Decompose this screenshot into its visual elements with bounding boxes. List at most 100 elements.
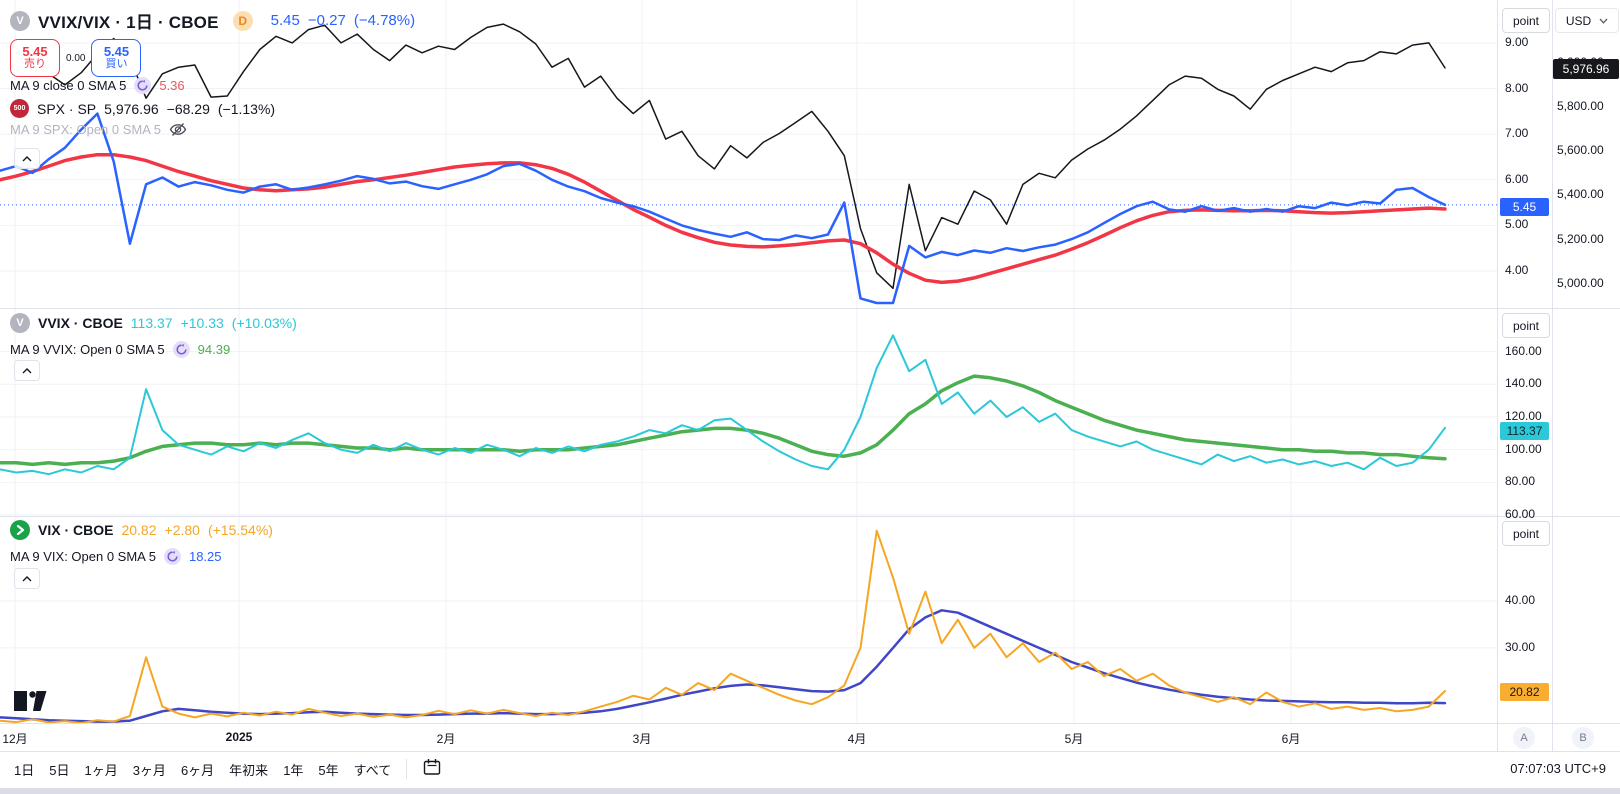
usd-axis-tick: 5,000.00 bbox=[1557, 275, 1604, 290]
point-axis-tick: 140.00 bbox=[1505, 376, 1542, 391]
collapse-pane-button[interactable] bbox=[14, 568, 40, 589]
vix-logo-icon bbox=[10, 520, 30, 540]
range-button-3ヶ月[interactable]: 3ヶ月 bbox=[132, 762, 166, 778]
vvix-price: 113.37 bbox=[130, 315, 173, 331]
point-axis-tick: 30.00 bbox=[1505, 639, 1536, 654]
point-axis-tick: 100.00 bbox=[1505, 441, 1542, 456]
toolbar-separator bbox=[0, 751, 1620, 752]
point-axis-tick: 5.00 bbox=[1505, 217, 1529, 232]
series-vix bbox=[0, 529, 1446, 723]
spx-ma-legend: MA 9 SPX: Open 0 SMA 5 bbox=[10, 122, 187, 137]
spx-price: 5,976.96 bbox=[104, 100, 159, 117]
currency-select[interactable]: USD bbox=[1555, 8, 1619, 33]
pane-separator[interactable] bbox=[0, 308, 1620, 309]
range-button-年初来[interactable]: 年初来 bbox=[229, 762, 269, 778]
ratio-price-axis-badge: 5.45 bbox=[1500, 198, 1549, 216]
spx-change-pct: (−1.13%) bbox=[217, 100, 276, 117]
toolbar-divider bbox=[406, 759, 408, 779]
range-button-5日[interactable]: 5日 bbox=[49, 762, 70, 778]
vix-change: +2.80 bbox=[164, 522, 200, 538]
price-change-pct: (−4.78%) bbox=[353, 12, 416, 29]
main-legend: V VVIX/VIX · 1日 · CBOE D 5.45 −0.27 (−4.… bbox=[10, 8, 415, 33]
unit-button-point[interactable]: point bbox=[1502, 8, 1550, 33]
tradingview-logo-icon[interactable] bbox=[14, 691, 48, 716]
spx-legend: 500 SPX · SP 5,976.96 −68.29 (−1.13%) bbox=[10, 99, 275, 118]
buy-price: 5.45 bbox=[103, 44, 130, 60]
spx-price-axis-badge: 5,976.96 bbox=[1553, 59, 1619, 79]
point-axis-tick: 6.00 bbox=[1505, 171, 1529, 186]
vvix-change-pct: (+10.03%) bbox=[231, 315, 297, 331]
vvix-legend: V VVIX · CBOE 113.37 +10.33 (+10.03%) MA… bbox=[10, 313, 297, 358]
symbol-title[interactable]: VVIX/VIX · 1日 · CBOE bbox=[38, 13, 219, 32]
scale-b-button[interactable]: B bbox=[1572, 727, 1594, 749]
range-toolbar: 1日 5日 1ヶ月 3ヶ月 6ヶ月 年初来 1年 5年 すべて bbox=[14, 751, 442, 787]
go-to-date-icon[interactable] bbox=[422, 757, 442, 782]
vvix-price-axis-badge: 113.37 bbox=[1500, 422, 1549, 440]
point-axis-tick: 80.00 bbox=[1505, 474, 1536, 489]
vvix-ma-label: MA 9 VVIX: Open 0 SMA 5 bbox=[10, 342, 165, 357]
point-axis-tick: 160.00 bbox=[1505, 343, 1542, 358]
series-vvix-vix bbox=[0, 112, 1447, 305]
unit-button-point[interactable]: point bbox=[1502, 313, 1550, 338]
range-button-すべて[interactable]: すべて bbox=[353, 762, 392, 778]
series-ma-9-vvix-sma-5 bbox=[0, 374, 1447, 467]
chart-pane-vix[interactable] bbox=[0, 516, 1497, 723]
range-button-6ヶ月[interactable]: 6ヶ月 bbox=[180, 762, 215, 778]
time-axis-label[interactable]: 2025 bbox=[225, 730, 253, 744]
interval-badge[interactable]: D bbox=[232, 10, 253, 31]
vix-title[interactable]: VIX · CBOE bbox=[38, 522, 114, 538]
chart-pane-vvix[interactable] bbox=[0, 308, 1497, 516]
range-button-1日[interactable]: 1日 bbox=[14, 762, 35, 778]
last-price: 5.45 bbox=[270, 12, 300, 29]
chevron-down-icon bbox=[1599, 18, 1608, 24]
range-button-1ヶ月[interactable]: 1ヶ月 bbox=[84, 762, 118, 778]
series-spx bbox=[47, 23, 1446, 290]
point-axis-tick: 120.00 bbox=[1505, 408, 1542, 423]
clock[interactable]: 07:07:03 UTC+9 bbox=[1510, 761, 1606, 776]
eye-off-icon[interactable] bbox=[169, 122, 187, 137]
time-axis-label[interactable]: 6月 bbox=[1281, 732, 1301, 746]
point-axis-tick: 9.00 bbox=[1505, 34, 1529, 49]
sell-button[interactable]: 5.45 売り bbox=[10, 39, 60, 77]
trade-buttons: 5.45 売り 0.00 5.45 買い bbox=[10, 39, 142, 77]
time-axis-label[interactable]: 12月 bbox=[2, 732, 28, 746]
vix-price-axis-badge: 20.82 bbox=[1500, 683, 1549, 701]
time-axis-separator bbox=[0, 723, 1620, 724]
point-axis-tick: 60.00 bbox=[1505, 507, 1536, 522]
time-axis-label[interactable]: 3月 bbox=[632, 732, 652, 746]
series-ma-9-vix-sma-5 bbox=[0, 609, 1447, 723]
time-axis-label[interactable]: 5月 bbox=[1064, 732, 1084, 746]
range-button-5年[interactable]: 5年 bbox=[318, 762, 339, 778]
time-axis-label[interactable]: 4月 bbox=[847, 732, 867, 746]
usd-axis-tick: 5,800.00 bbox=[1557, 99, 1604, 113]
currency-label: USD bbox=[1565, 13, 1592, 28]
vvix-change: +10.33 bbox=[180, 315, 224, 331]
point-axis-tick: 7.00 bbox=[1505, 126, 1529, 141]
loop-icon[interactable] bbox=[134, 77, 152, 94]
scale-a-button[interactable]: A bbox=[1513, 727, 1535, 749]
loop-icon[interactable] bbox=[163, 548, 181, 565]
point-axis-tick: 4.00 bbox=[1505, 263, 1529, 278]
vvix-logo-icon: V bbox=[10, 313, 30, 333]
usd-axis-tick: 5,400.00 bbox=[1557, 187, 1604, 202]
unit-button-point[interactable]: point bbox=[1502, 521, 1550, 546]
spx-logo-icon: 500 bbox=[10, 99, 29, 118]
usd-axis-tick: 5,600.00 bbox=[1557, 143, 1604, 158]
buy-button[interactable]: 5.45 買い bbox=[91, 39, 142, 77]
collapse-pane-button[interactable] bbox=[14, 360, 40, 381]
spx-change: −68.29 bbox=[166, 100, 210, 117]
loop-icon[interactable] bbox=[172, 341, 190, 358]
price-axis-separator bbox=[1497, 0, 1498, 751]
price-change: −0.27 bbox=[307, 12, 346, 29]
vvix-title[interactable]: VVIX · CBOE bbox=[38, 315, 123, 331]
ratio-ma-legend: MA 9 close 0 SMA 5 5.36 bbox=[10, 77, 185, 94]
spx-title[interactable]: SPX · SP bbox=[37, 100, 97, 117]
series-ma-9-close-sma-5 bbox=[0, 152, 1447, 285]
pane-separator[interactable] bbox=[0, 516, 1620, 517]
chart-pane-ratio[interactable] bbox=[0, 0, 1497, 308]
range-button-1年[interactable]: 1年 bbox=[283, 762, 304, 778]
collapse-pane-button[interactable] bbox=[14, 148, 40, 169]
time-axis-label[interactable]: 2月 bbox=[436, 732, 456, 746]
vix-change-pct: (+15.54%) bbox=[207, 522, 273, 538]
